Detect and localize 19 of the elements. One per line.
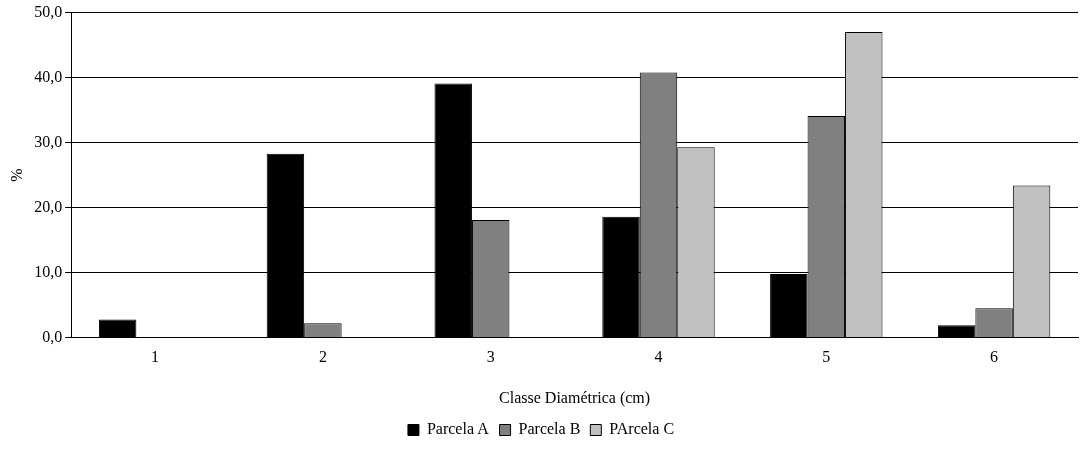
x-tick-label: 3	[486, 348, 495, 366]
bar	[937, 325, 976, 338]
legend-label: Parcela B	[518, 420, 581, 438]
x-tick-label: 4	[654, 348, 663, 366]
bar	[98, 319, 137, 338]
y-tick-label: 30,0	[34, 132, 63, 150]
x-tick-label: 6	[990, 348, 999, 366]
legend-label: Parcela A	[426, 420, 490, 438]
y-tick-label: 50,0	[34, 2, 63, 20]
x-tick-label: 5	[822, 348, 831, 366]
x-tick-label: 2	[318, 348, 327, 366]
x-tick-label: 1	[151, 348, 160, 366]
y-axis-title: %	[7, 168, 25, 182]
y-tick-label: 0,0	[42, 327, 63, 345]
y-tick-label: 20,0	[34, 197, 63, 215]
y-tick-label: 40,0	[34, 67, 63, 85]
legend-label: PArcela C	[609, 420, 675, 438]
x-axis-title: Classe Diamétrica (cm)	[499, 388, 651, 407]
y-tick-label: 10,0	[34, 262, 63, 280]
